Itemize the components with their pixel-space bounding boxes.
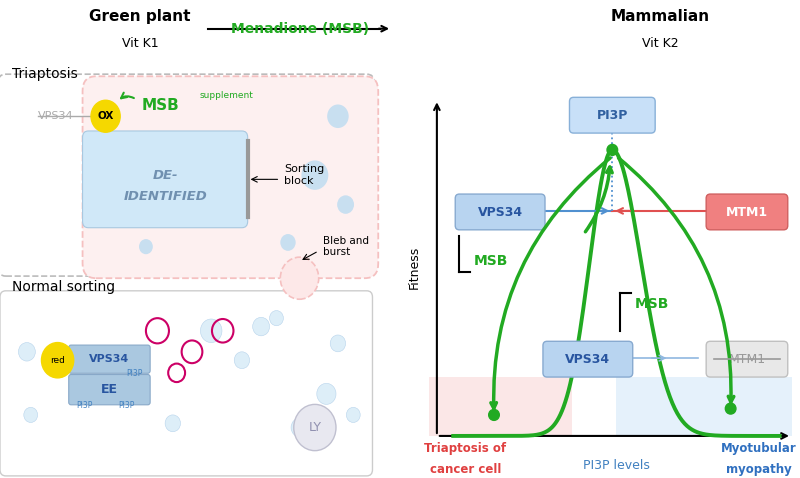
FancyBboxPatch shape: [0, 291, 373, 476]
Circle shape: [330, 335, 346, 352]
Text: MTM1: MTM1: [728, 353, 766, 366]
Text: PI3P: PI3P: [118, 401, 135, 410]
Text: Sorting
block: Sorting block: [284, 164, 325, 186]
Text: VPS34: VPS34: [478, 206, 522, 218]
Circle shape: [726, 403, 736, 414]
Text: PI3P: PI3P: [126, 369, 142, 378]
FancyBboxPatch shape: [0, 74, 374, 276]
FancyBboxPatch shape: [543, 341, 633, 377]
Text: VPS34: VPS34: [566, 353, 610, 366]
Circle shape: [280, 234, 296, 251]
Circle shape: [253, 317, 270, 336]
Circle shape: [18, 343, 35, 361]
Text: Mammalian: Mammalian: [610, 9, 710, 23]
Circle shape: [489, 410, 499, 420]
Text: Fitness: Fitness: [408, 246, 421, 289]
Circle shape: [42, 343, 74, 378]
Bar: [429, 377, 571, 436]
Circle shape: [327, 105, 349, 128]
Text: PI3P: PI3P: [597, 109, 628, 122]
Circle shape: [291, 418, 308, 437]
Text: VPS34: VPS34: [38, 111, 74, 121]
Circle shape: [201, 319, 222, 343]
Text: MTM1: MTM1: [726, 206, 768, 218]
Text: MSB: MSB: [634, 297, 669, 311]
Circle shape: [317, 383, 336, 404]
Text: MSB: MSB: [474, 254, 508, 268]
Text: Myotubular: Myotubular: [722, 442, 797, 455]
FancyBboxPatch shape: [69, 375, 150, 405]
Circle shape: [127, 142, 142, 157]
FancyBboxPatch shape: [69, 345, 150, 373]
Text: EE: EE: [101, 383, 118, 396]
Text: myopathy: myopathy: [726, 463, 792, 476]
Text: MSB: MSB: [142, 98, 180, 113]
Text: IDENTIFIED: IDENTIFIED: [123, 190, 207, 203]
Circle shape: [337, 196, 354, 214]
Text: Triaptosis of: Triaptosis of: [424, 442, 506, 455]
Text: OX: OX: [98, 111, 114, 121]
Text: supplement: supplement: [200, 91, 254, 100]
Circle shape: [139, 239, 153, 254]
Text: PI3P: PI3P: [76, 401, 93, 410]
Text: Vit K2: Vit K2: [642, 36, 678, 50]
Text: Vit K1: Vit K1: [122, 36, 158, 50]
Circle shape: [91, 100, 120, 132]
Text: Normal sorting: Normal sorting: [11, 280, 114, 293]
Circle shape: [294, 404, 336, 451]
FancyBboxPatch shape: [455, 194, 545, 230]
Text: red: red: [50, 356, 65, 365]
Text: Bleb and
burst: Bleb and burst: [322, 236, 369, 258]
Text: Menadione (MSB): Menadione (MSB): [231, 22, 369, 36]
Circle shape: [346, 407, 360, 423]
Text: VPS34: VPS34: [90, 354, 130, 364]
Circle shape: [270, 311, 283, 326]
FancyBboxPatch shape: [82, 76, 378, 278]
Circle shape: [99, 111, 116, 130]
Text: Green plant: Green plant: [90, 9, 190, 23]
Circle shape: [234, 352, 250, 369]
Circle shape: [280, 257, 318, 299]
Text: Triaptosis: Triaptosis: [11, 67, 78, 81]
Text: DE-: DE-: [152, 169, 178, 182]
Circle shape: [24, 407, 38, 423]
FancyBboxPatch shape: [706, 341, 788, 377]
FancyBboxPatch shape: [82, 131, 248, 228]
Bar: [617, 377, 792, 436]
Text: PI3P levels: PI3P levels: [583, 459, 650, 472]
FancyBboxPatch shape: [570, 98, 655, 133]
Text: LY: LY: [308, 421, 322, 434]
Text: cancer cell: cancer cell: [430, 463, 501, 476]
FancyBboxPatch shape: [706, 194, 788, 230]
Circle shape: [165, 415, 181, 432]
Circle shape: [106, 194, 125, 215]
Circle shape: [607, 144, 618, 155]
Circle shape: [302, 161, 328, 190]
